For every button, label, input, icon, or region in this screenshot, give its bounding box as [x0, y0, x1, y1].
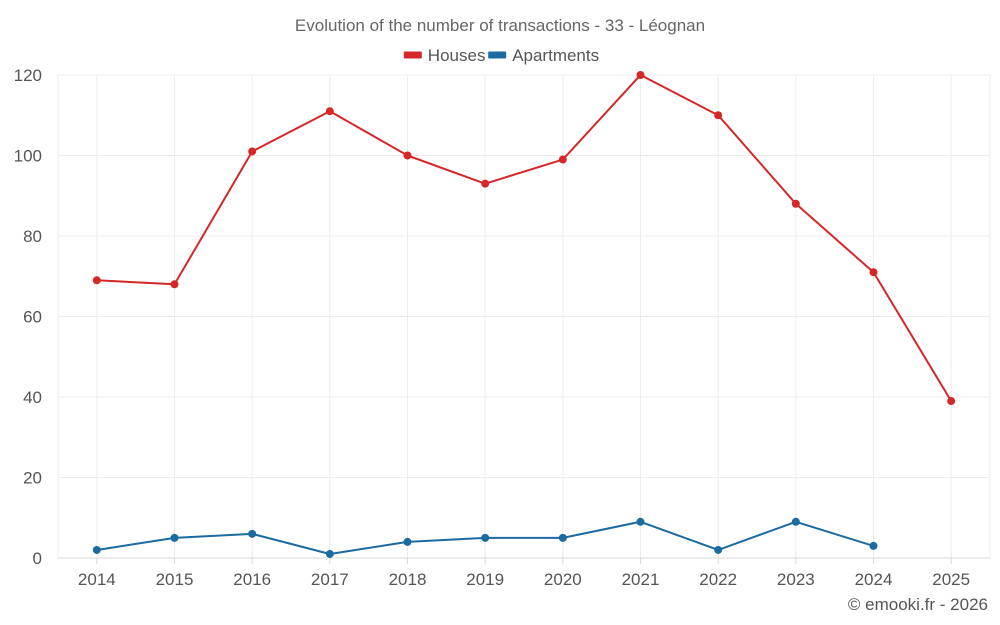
series-line-houses	[96, 74, 953, 402]
y-tick-label: 80	[23, 227, 42, 246]
chart-title: Evolution of the number of transactions …	[295, 16, 705, 35]
x-tick-label: 2025	[932, 570, 970, 589]
legend-item-apartments[interactable]: Apartments	[488, 46, 599, 65]
data-point-houses[interactable]	[714, 111, 723, 120]
data-point-apartments[interactable]	[791, 517, 800, 526]
data-point-houses[interactable]	[170, 280, 179, 289]
data-point-houses[interactable]	[869, 268, 878, 277]
data-point-apartments[interactable]	[325, 549, 334, 558]
y-tick-label: 40	[23, 388, 42, 407]
x-tick-label: 2014	[78, 570, 116, 589]
y-tick-label: 20	[23, 469, 42, 488]
x-tick-label: 2015	[156, 570, 194, 589]
x-tick-label: 2017	[311, 570, 349, 589]
x-tick-label: 2019	[466, 570, 504, 589]
legend-label: Houses	[428, 46, 486, 65]
x-tick-label: 2016	[233, 570, 271, 589]
grid	[57, 74, 991, 558]
data-point-houses[interactable]	[403, 151, 412, 160]
data-point-houses[interactable]	[248, 147, 257, 156]
data-point-apartments[interactable]	[481, 533, 490, 542]
data-point-houses[interactable]	[325, 107, 334, 116]
x-tick-label: 2024	[855, 570, 893, 589]
data-point-apartments[interactable]	[636, 517, 645, 526]
data-point-houses[interactable]	[558, 155, 567, 164]
legend-label: Apartments	[512, 46, 599, 65]
y-tick-label: 60	[23, 308, 42, 327]
legend: Houses Apartments	[403, 46, 599, 65]
data-point-apartments[interactable]	[869, 541, 878, 550]
data-point-houses[interactable]	[791, 199, 800, 208]
data-point-apartments[interactable]	[170, 533, 179, 542]
legend-item-houses[interactable]: Houses	[403, 46, 486, 65]
data-point-apartments[interactable]	[403, 537, 412, 546]
x-tick-label: 2023	[777, 570, 815, 589]
x-tick-label: 2020	[544, 570, 582, 589]
y-tick-label: 0	[33, 549, 42, 568]
data-point-apartments[interactable]	[714, 545, 723, 554]
data-point-houses[interactable]	[636, 71, 645, 79]
series-group	[92, 71, 956, 558]
data-point-houses[interactable]	[92, 276, 101, 285]
y-tick-label: 120	[14, 66, 42, 85]
data-point-houses[interactable]	[481, 179, 490, 188]
data-point-houses[interactable]	[947, 397, 956, 406]
credit-text: © emooki.fr - 2026	[848, 595, 988, 614]
y-tick-label: 100	[14, 147, 42, 166]
legend-swatch	[488, 51, 507, 59]
legend-swatch	[403, 51, 422, 59]
data-point-apartments[interactable]	[558, 533, 567, 542]
axes: 0 20 40 60 80 100 120 2014 2015 2016 2017 2018 2019 2…	[14, 66, 990, 589]
x-tick-label: 2021	[622, 570, 660, 589]
x-tick-label: 2018	[389, 570, 427, 589]
data-point-apartments[interactable]	[92, 545, 101, 554]
data-point-apartments[interactable]	[248, 529, 257, 538]
x-tick-label: 2022	[699, 570, 737, 589]
